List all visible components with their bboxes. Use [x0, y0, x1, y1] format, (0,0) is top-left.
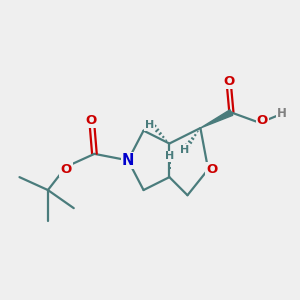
Text: O: O [85, 114, 96, 127]
Text: N: N [122, 153, 134, 168]
Text: H: H [277, 107, 287, 120]
Text: H: H [165, 152, 174, 161]
Text: H: H [145, 120, 154, 130]
Text: O: O [206, 163, 218, 176]
Text: O: O [60, 163, 72, 176]
Text: O: O [257, 114, 268, 127]
Polygon shape [200, 110, 233, 128]
Text: H: H [180, 145, 190, 155]
Text: O: O [223, 75, 235, 88]
